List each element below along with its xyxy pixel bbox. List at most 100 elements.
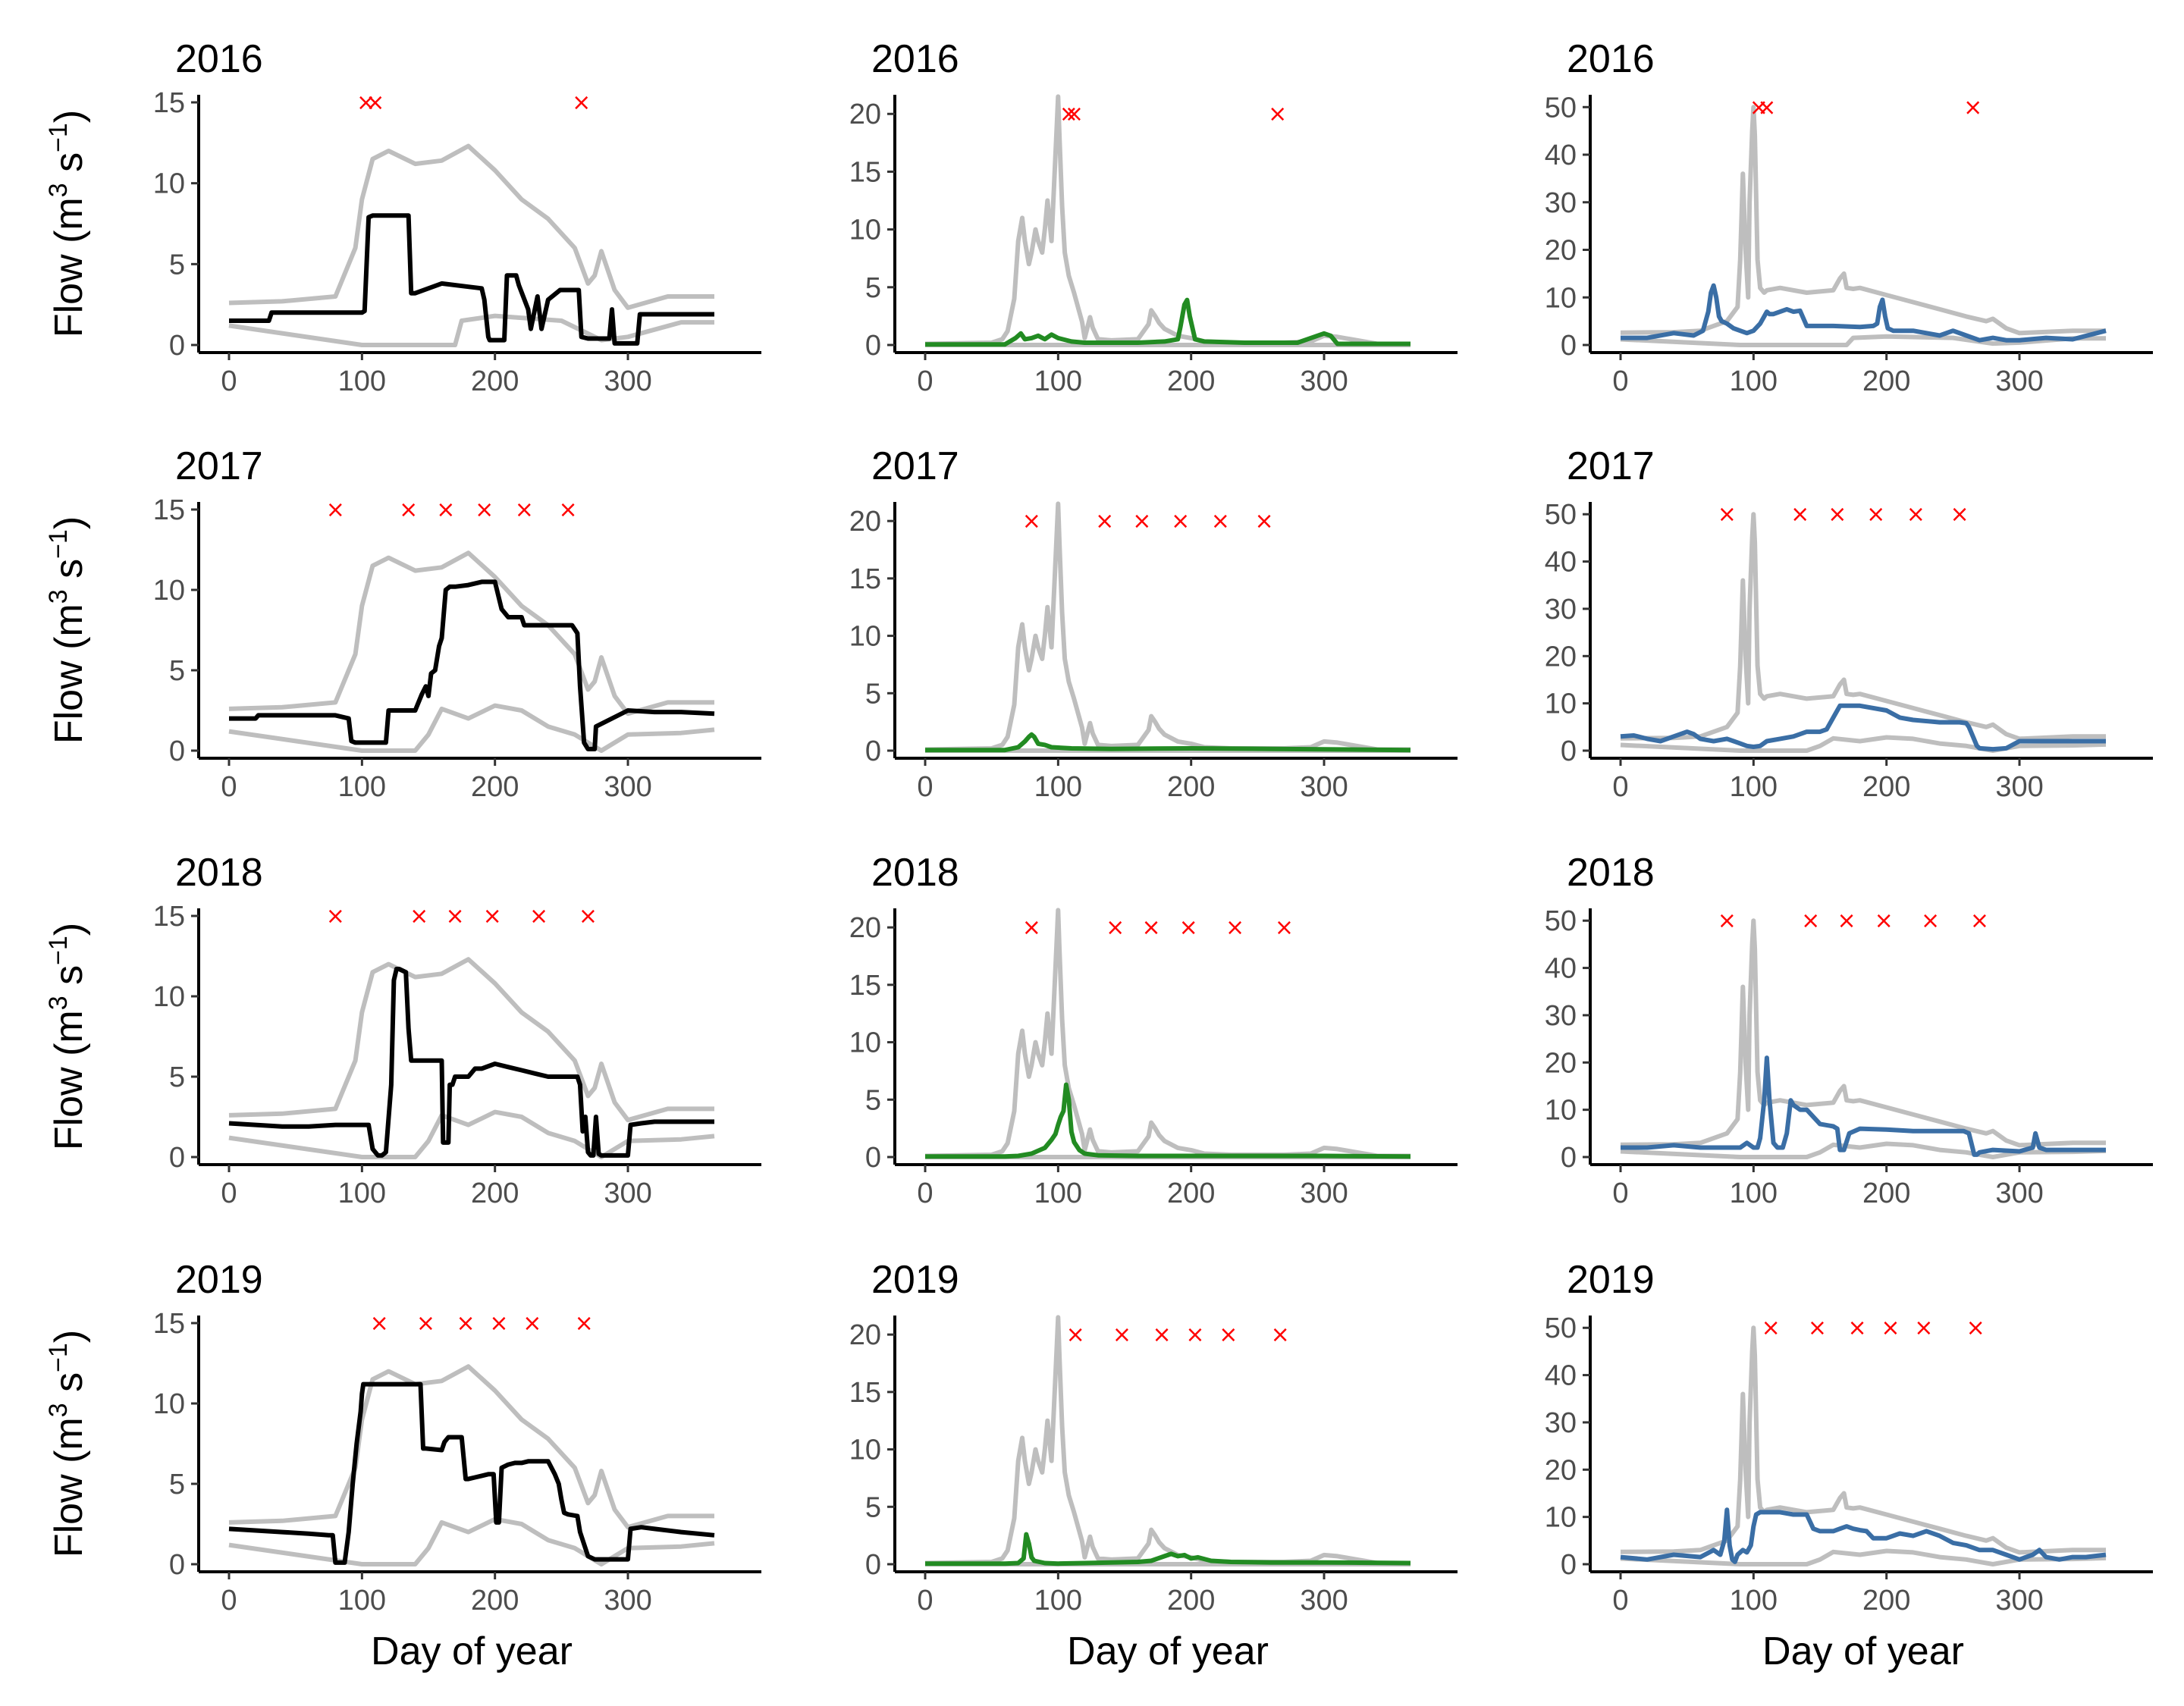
lower-envelope-line	[1620, 1548, 2107, 1566]
x-tick-label: 200	[1862, 365, 1910, 397]
y-axis-label: Flow (m3 s−1)	[44, 923, 91, 1150]
x-tick-label: 300	[604, 365, 651, 397]
event-marker: ×	[1757, 94, 1776, 121]
y-tick-label: 0	[1561, 330, 1577, 362]
x-axis-label: Day of year	[1762, 1629, 1964, 1673]
lower-envelope-line	[1620, 1141, 2107, 1159]
event-marker: ×	[483, 903, 502, 930]
x-tick-label: 200	[1862, 1178, 1910, 1209]
upper-envelope-line	[1620, 105, 2106, 336]
y-tick-label: 5	[865, 1084, 881, 1116]
upper-envelope-line	[924, 501, 1410, 752]
x-tick-label: 300	[604, 771, 651, 803]
event-marker: ×	[1179, 914, 1198, 941]
upper-envelope-line	[924, 908, 1410, 1159]
event-marker: ×	[529, 903, 548, 930]
y-tick-label: 5	[865, 272, 881, 304]
event-marker: ×	[1914, 1315, 1933, 1341]
y-tick-label: 5	[169, 249, 185, 281]
event-marker: ×	[1112, 1322, 1131, 1348]
upper-envelope-line	[924, 1315, 1410, 1566]
x-tick-label: 100	[1034, 365, 1082, 397]
x-tick-label: 200	[1167, 365, 1215, 397]
x-tick-label: 200	[1167, 1585, 1215, 1617]
panel-title: 2018	[1567, 851, 1655, 895]
event-marker: ×	[416, 1310, 435, 1337]
event-marker: ×	[579, 903, 598, 930]
event-marker: ×	[1185, 1322, 1204, 1348]
event-marker: ×	[1153, 1322, 1172, 1348]
y-tick-label: 0	[169, 1142, 185, 1174]
upper-envelope-line	[1620, 1325, 2106, 1555]
event-marker: ×	[1966, 1315, 1985, 1341]
upper-envelope-line	[228, 1364, 714, 1530]
event-marker: ×	[1875, 908, 1894, 934]
y-tick-label: 40	[1545, 547, 1577, 579]
x-tick-label: 0	[1612, 771, 1628, 803]
event-marker: ×	[489, 1310, 508, 1337]
event-marker: ×	[1022, 508, 1041, 535]
event-marker: ×	[1866, 501, 1885, 528]
flow-series-line	[229, 213, 714, 346]
flow-series-line	[229, 579, 715, 751]
y-tick-label: 20	[849, 506, 881, 538]
y-tick-label: 20	[849, 912, 881, 944]
y-tick-label: 5	[865, 1491, 881, 1523]
y-tick-label: 10	[849, 1027, 881, 1059]
x-tick-label: 300	[1300, 1178, 1348, 1209]
y-tick-label: 0	[1561, 1142, 1577, 1174]
x-tick-label: 0	[221, 365, 237, 397]
event-marker: ×	[1268, 101, 1287, 127]
event-marker: ×	[436, 497, 455, 523]
event-marker: ×	[1275, 914, 1294, 941]
event-marker: ×	[1970, 908, 1989, 934]
y-tick-label: 5	[169, 1469, 185, 1501]
y-tick-label: 50	[1545, 92, 1577, 124]
panel-title: 2018	[175, 851, 263, 895]
lower-envelope-line	[1620, 334, 2106, 347]
upper-envelope-line	[1620, 512, 2106, 742]
event-marker: ×	[1828, 501, 1847, 528]
y-tick-label: 30	[1545, 1407, 1577, 1439]
x-tick-label: 0	[1612, 1178, 1628, 1209]
y-tick-label: 20	[1545, 1047, 1577, 1079]
flow-series-line	[1620, 1507, 2107, 1564]
y-tick-label: 50	[1545, 905, 1577, 937]
event-marker: ×	[1211, 508, 1230, 535]
y-tick-label: 0	[169, 1549, 185, 1581]
y-tick-label: 10	[849, 215, 881, 246]
y-tick-label: 10	[1545, 1502, 1577, 1534]
x-tick-label: 300	[1995, 365, 2043, 397]
event-marker: ×	[1132, 508, 1151, 535]
x-tick-label: 300	[604, 1585, 651, 1617]
event-marker: ×	[370, 1310, 389, 1337]
event-marker: ×	[1219, 1322, 1238, 1348]
y-tick-label: 15	[153, 494, 185, 526]
y-tick-label: 20	[849, 99, 881, 130]
flow-series-line	[1621, 1055, 2106, 1157]
y-tick-label: 0	[169, 735, 185, 767]
x-tick-label: 200	[471, 365, 519, 397]
x-tick-label: 300	[1995, 771, 2043, 803]
event-marker: ×	[1762, 1315, 1781, 1341]
x-axis-label: Day of year	[1067, 1629, 1269, 1673]
event-marker: ×	[1718, 908, 1737, 934]
x-tick-label: 0	[221, 771, 237, 803]
x-tick-label: 100	[1034, 1585, 1082, 1617]
y-tick-label: 20	[1545, 235, 1577, 267]
upper-envelope-line	[228, 957, 714, 1123]
event-marker: ×	[1095, 508, 1114, 535]
y-tick-label: 15	[849, 563, 881, 595]
x-tick-label: 200	[1167, 771, 1215, 803]
y-tick-label: 20	[849, 1319, 881, 1351]
y-tick-label: 30	[1545, 1000, 1577, 1032]
y-tick-label: 10	[153, 168, 185, 200]
x-tick-label: 0	[917, 1585, 933, 1617]
event-marker: ×	[1225, 914, 1244, 941]
y-tick-label: 10	[153, 1388, 185, 1420]
panel-2019-3: 2019 0 10 20 30 40 50 0 100 200 300 × × × × × ×	[1545, 1258, 2153, 1617]
x-tick-label: 0	[221, 1178, 237, 1209]
